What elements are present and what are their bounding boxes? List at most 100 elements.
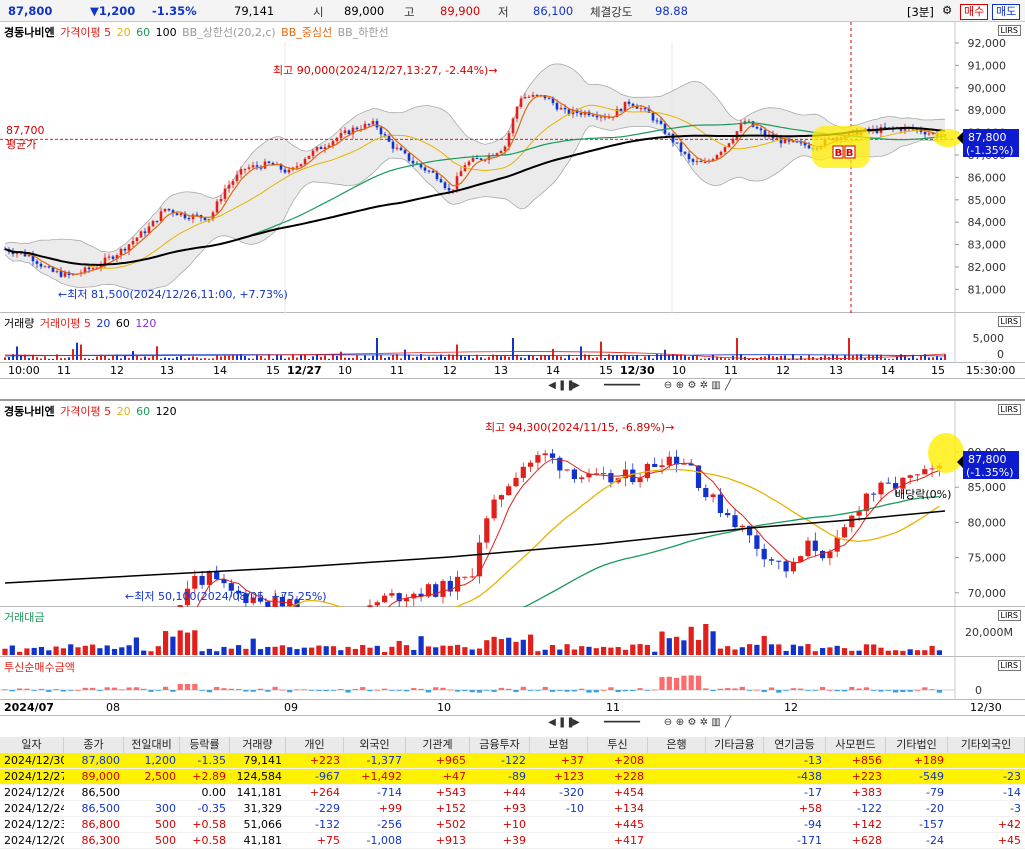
daily-zoom-out-icon[interactable]: ⊖ <box>663 717 673 728</box>
amount-bar <box>703 623 709 655</box>
trade-amount-panel[interactable]: 20,000M 거래대금 LIRS <box>0 607 1025 657</box>
volume-bar <box>912 354 914 360</box>
line-tool-icon[interactable]: ╱ <box>724 380 732 391</box>
daily-toolbar[interactable]: ◀ ❚❚▶ ━━━━━━ ⊖ ⊕ ⚙ ✲ ▥ ╱ <box>546 717 734 733</box>
daily-bar-chart-icon[interactable]: ▥ <box>711 717 721 728</box>
amount-corner-badge[interactable]: LIRS <box>997 610 1021 621</box>
table-header-cell[interactable]: 등락률 <box>180 737 230 753</box>
amount-bar <box>681 640 687 655</box>
amount-bar <box>739 647 745 655</box>
bar-chart-icon[interactable]: ▥ <box>711 380 721 391</box>
daily-scroll-right-icon[interactable]: ▶ <box>572 717 580 728</box>
intraday-price-panel[interactable]: 92,00091,00090,00089,00088,00087,00086,0… <box>0 22 1025 313</box>
table-header-cell[interactable]: 일자 <box>0 737 64 753</box>
intraday-candle-body <box>531 94 535 97</box>
table-header-cell[interactable]: 전일대비 <box>124 737 180 753</box>
table-header-cell[interactable]: 기관계 <box>406 737 470 753</box>
amount-bar <box>768 644 775 655</box>
intraday-corner-badge[interactable]: LIRS <box>997 25 1021 36</box>
table-cell: -229 <box>315 802 340 815</box>
volume-bar <box>412 357 414 360</box>
intraday-candle-body <box>559 107 563 110</box>
intraday-price-chart[interactable]: 92,00091,00090,00089,00088,00087,00086,0… <box>0 22 1025 313</box>
table-cell: -17 <box>804 786 822 799</box>
volume-bar <box>276 354 278 360</box>
table-header-cell[interactable]: 기타금융 <box>706 737 764 753</box>
scroll-right-icon[interactable]: ▶ <box>572 380 580 391</box>
inst-netbuy-panel[interactable]: 0 투신순매수금액 LIRS <box>0 657 1025 700</box>
daily-scroll-left-icon[interactable]: ◀ <box>548 717 556 728</box>
bb-signal-label: B B <box>835 148 854 159</box>
intraday-candle-body <box>23 252 27 257</box>
volume-bar <box>28 358 30 360</box>
inst-bar <box>82 687 88 690</box>
inst-corner-badge[interactable]: LIRS <box>997 660 1021 671</box>
daily-corner-badge[interactable]: LIRS <box>997 404 1021 415</box>
intraday-candle-body <box>723 147 727 152</box>
table-header-cell[interactable]: 개인 <box>286 737 344 753</box>
star-icon[interactable]: ✲ <box>699 380 709 391</box>
amount-bar <box>206 648 212 655</box>
table-header-cell[interactable]: 기타법인 <box>886 737 948 753</box>
zoom-in-icon[interactable]: ⊕ <box>675 380 685 391</box>
table-header-cell[interactable]: 거래량 <box>230 737 286 753</box>
table-header-cell[interactable]: 종가 <box>64 737 124 753</box>
volume-bar <box>704 358 706 360</box>
inst-bar <box>462 690 468 692</box>
volume-bar <box>136 355 138 360</box>
zoom-out-icon[interactable]: ⊖ <box>663 380 673 391</box>
sell-button[interactable]: 매도 <box>992 4 1021 20</box>
table-cell: -171 <box>797 834 822 847</box>
table-header-cell[interactable]: 기타외국인 <box>948 737 1025 753</box>
daily-price-panel[interactable]: 90,00085,00080,00075,00070,00065,00060,0… <box>0 399 1025 607</box>
trade-amount-chart[interactable]: 20,000M <box>0 607 1025 657</box>
daily-zoom-in-icon[interactable]: ⊕ <box>675 717 685 728</box>
table-header-cell[interactable]: 외국인 <box>344 737 406 753</box>
volume-bar <box>40 358 42 360</box>
settings-icon[interactable]: ⚙ <box>687 380 697 391</box>
volume-legend-ma120: 120 <box>135 317 157 330</box>
table-header-cell[interactable]: 사모펀드 <box>826 737 886 753</box>
table-header-cell[interactable]: 투신 <box>588 737 648 753</box>
daily-candle-body <box>622 469 629 479</box>
scroll-left-icon[interactable]: ◀ <box>548 380 556 391</box>
intraday-candle-body <box>163 208 167 212</box>
table-header-cell[interactable]: 연기금등 <box>764 737 826 753</box>
table-header-cell[interactable]: 금융투자 <box>470 737 530 753</box>
amount-bar <box>506 637 512 655</box>
intraday-toolbar[interactable]: ◀ ❚❚▶ ━━━━━━ ⊖ ⊕ ⚙ ✲ ▥ ╱ <box>546 380 734 396</box>
buy-button[interactable]: 매수 <box>960 4 989 20</box>
inst-bar <box>725 688 731 690</box>
inst-bar <box>90 687 96 690</box>
high-value: 89,900 <box>440 4 481 18</box>
volume-bar <box>104 356 106 360</box>
daily-candle-body <box>768 559 775 561</box>
volume-corner-badge[interactable]: LIRS <box>997 316 1021 327</box>
volume-bar <box>836 355 838 360</box>
intraday-candle-body <box>299 164 303 167</box>
volume-bar <box>300 354 302 360</box>
open-label: 시 <box>313 5 324 19</box>
daily-settings-icon[interactable]: ⚙ <box>687 717 697 728</box>
gear-icon[interactable]: ⚙ <box>942 3 953 17</box>
intraday-y-tick-label: 92,000 <box>968 37 1007 50</box>
interval-selector[interactable]: [3분] <box>907 5 934 19</box>
amount-bar <box>403 645 410 655</box>
daily-pause-icon[interactable]: ❚❚ <box>558 717 575 728</box>
daily-star-icon[interactable]: ✲ <box>699 717 709 728</box>
volume-bar <box>696 355 698 360</box>
table-header-cell[interactable]: 은행 <box>648 737 706 753</box>
daily-line-tool-icon[interactable]: ╱ <box>724 717 732 728</box>
inst-netbuy-chart[interactable]: 0 <box>0 657 1025 700</box>
inst-bar <box>557 690 563 691</box>
inst-bar <box>907 690 913 692</box>
pause-icon[interactable]: ❚❚ <box>558 380 575 391</box>
table-header-cell[interactable]: 보험 <box>530 737 588 753</box>
table-cell: +913 <box>435 834 466 847</box>
intraday-volume-panel[interactable]: 5,000 0 거래량 거래이평 5 20 60 120 LIRS <box>0 313 1025 363</box>
daily-price-chart[interactable]: 90,00085,00080,00075,00070,00065,00060,0… <box>0 401 1025 607</box>
intraday-volume-chart[interactable]: 5,000 0 <box>0 313 1025 363</box>
volume-bar <box>860 354 862 360</box>
intraday-y-tick-label: 81,000 <box>968 283 1007 296</box>
volume-bar <box>672 354 674 360</box>
